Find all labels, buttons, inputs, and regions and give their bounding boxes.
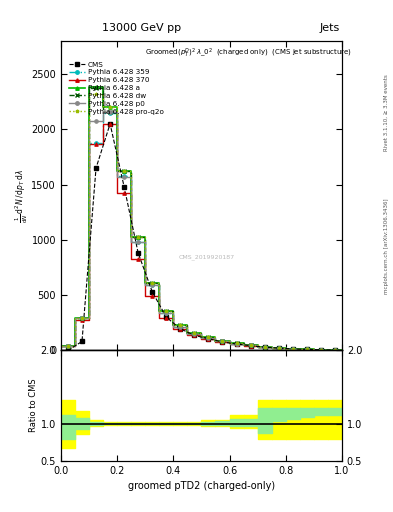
Text: 13000 GeV pp: 13000 GeV pp bbox=[102, 23, 181, 33]
Y-axis label: Ratio to CMS: Ratio to CMS bbox=[29, 379, 38, 432]
Text: CMS_2019920187: CMS_2019920187 bbox=[179, 254, 235, 261]
X-axis label: groomed pTD2 (charged-only): groomed pTD2 (charged-only) bbox=[128, 481, 275, 491]
Text: mcplots.cern.ch [arXiv:1306.3436]: mcplots.cern.ch [arXiv:1306.3436] bbox=[384, 198, 389, 293]
Text: Groomed$(p_T^D)^2\,\lambda\_0^2$  (charged only)  (CMS jet substructure): Groomed$(p_T^D)^2\,\lambda\_0^2$ (charge… bbox=[145, 47, 352, 60]
Y-axis label: $\frac{1}{\mathrm{d}N}\,\mathrm{d}^2N\,/\,\mathrm{d}p_T\,\mathrm{d}\lambda$: $\frac{1}{\mathrm{d}N}\,\mathrm{d}^2N\,/… bbox=[14, 168, 30, 223]
Legend: CMS, Pythia 6.428 359, Pythia 6.428 370, Pythia 6.428 a, Pythia 6.428 dw, Pythia: CMS, Pythia 6.428 359, Pythia 6.428 370,… bbox=[67, 60, 165, 116]
Text: Jets: Jets bbox=[320, 23, 340, 33]
Text: Rivet 3.1.10, ≥ 3.3M events: Rivet 3.1.10, ≥ 3.3M events bbox=[384, 74, 389, 151]
